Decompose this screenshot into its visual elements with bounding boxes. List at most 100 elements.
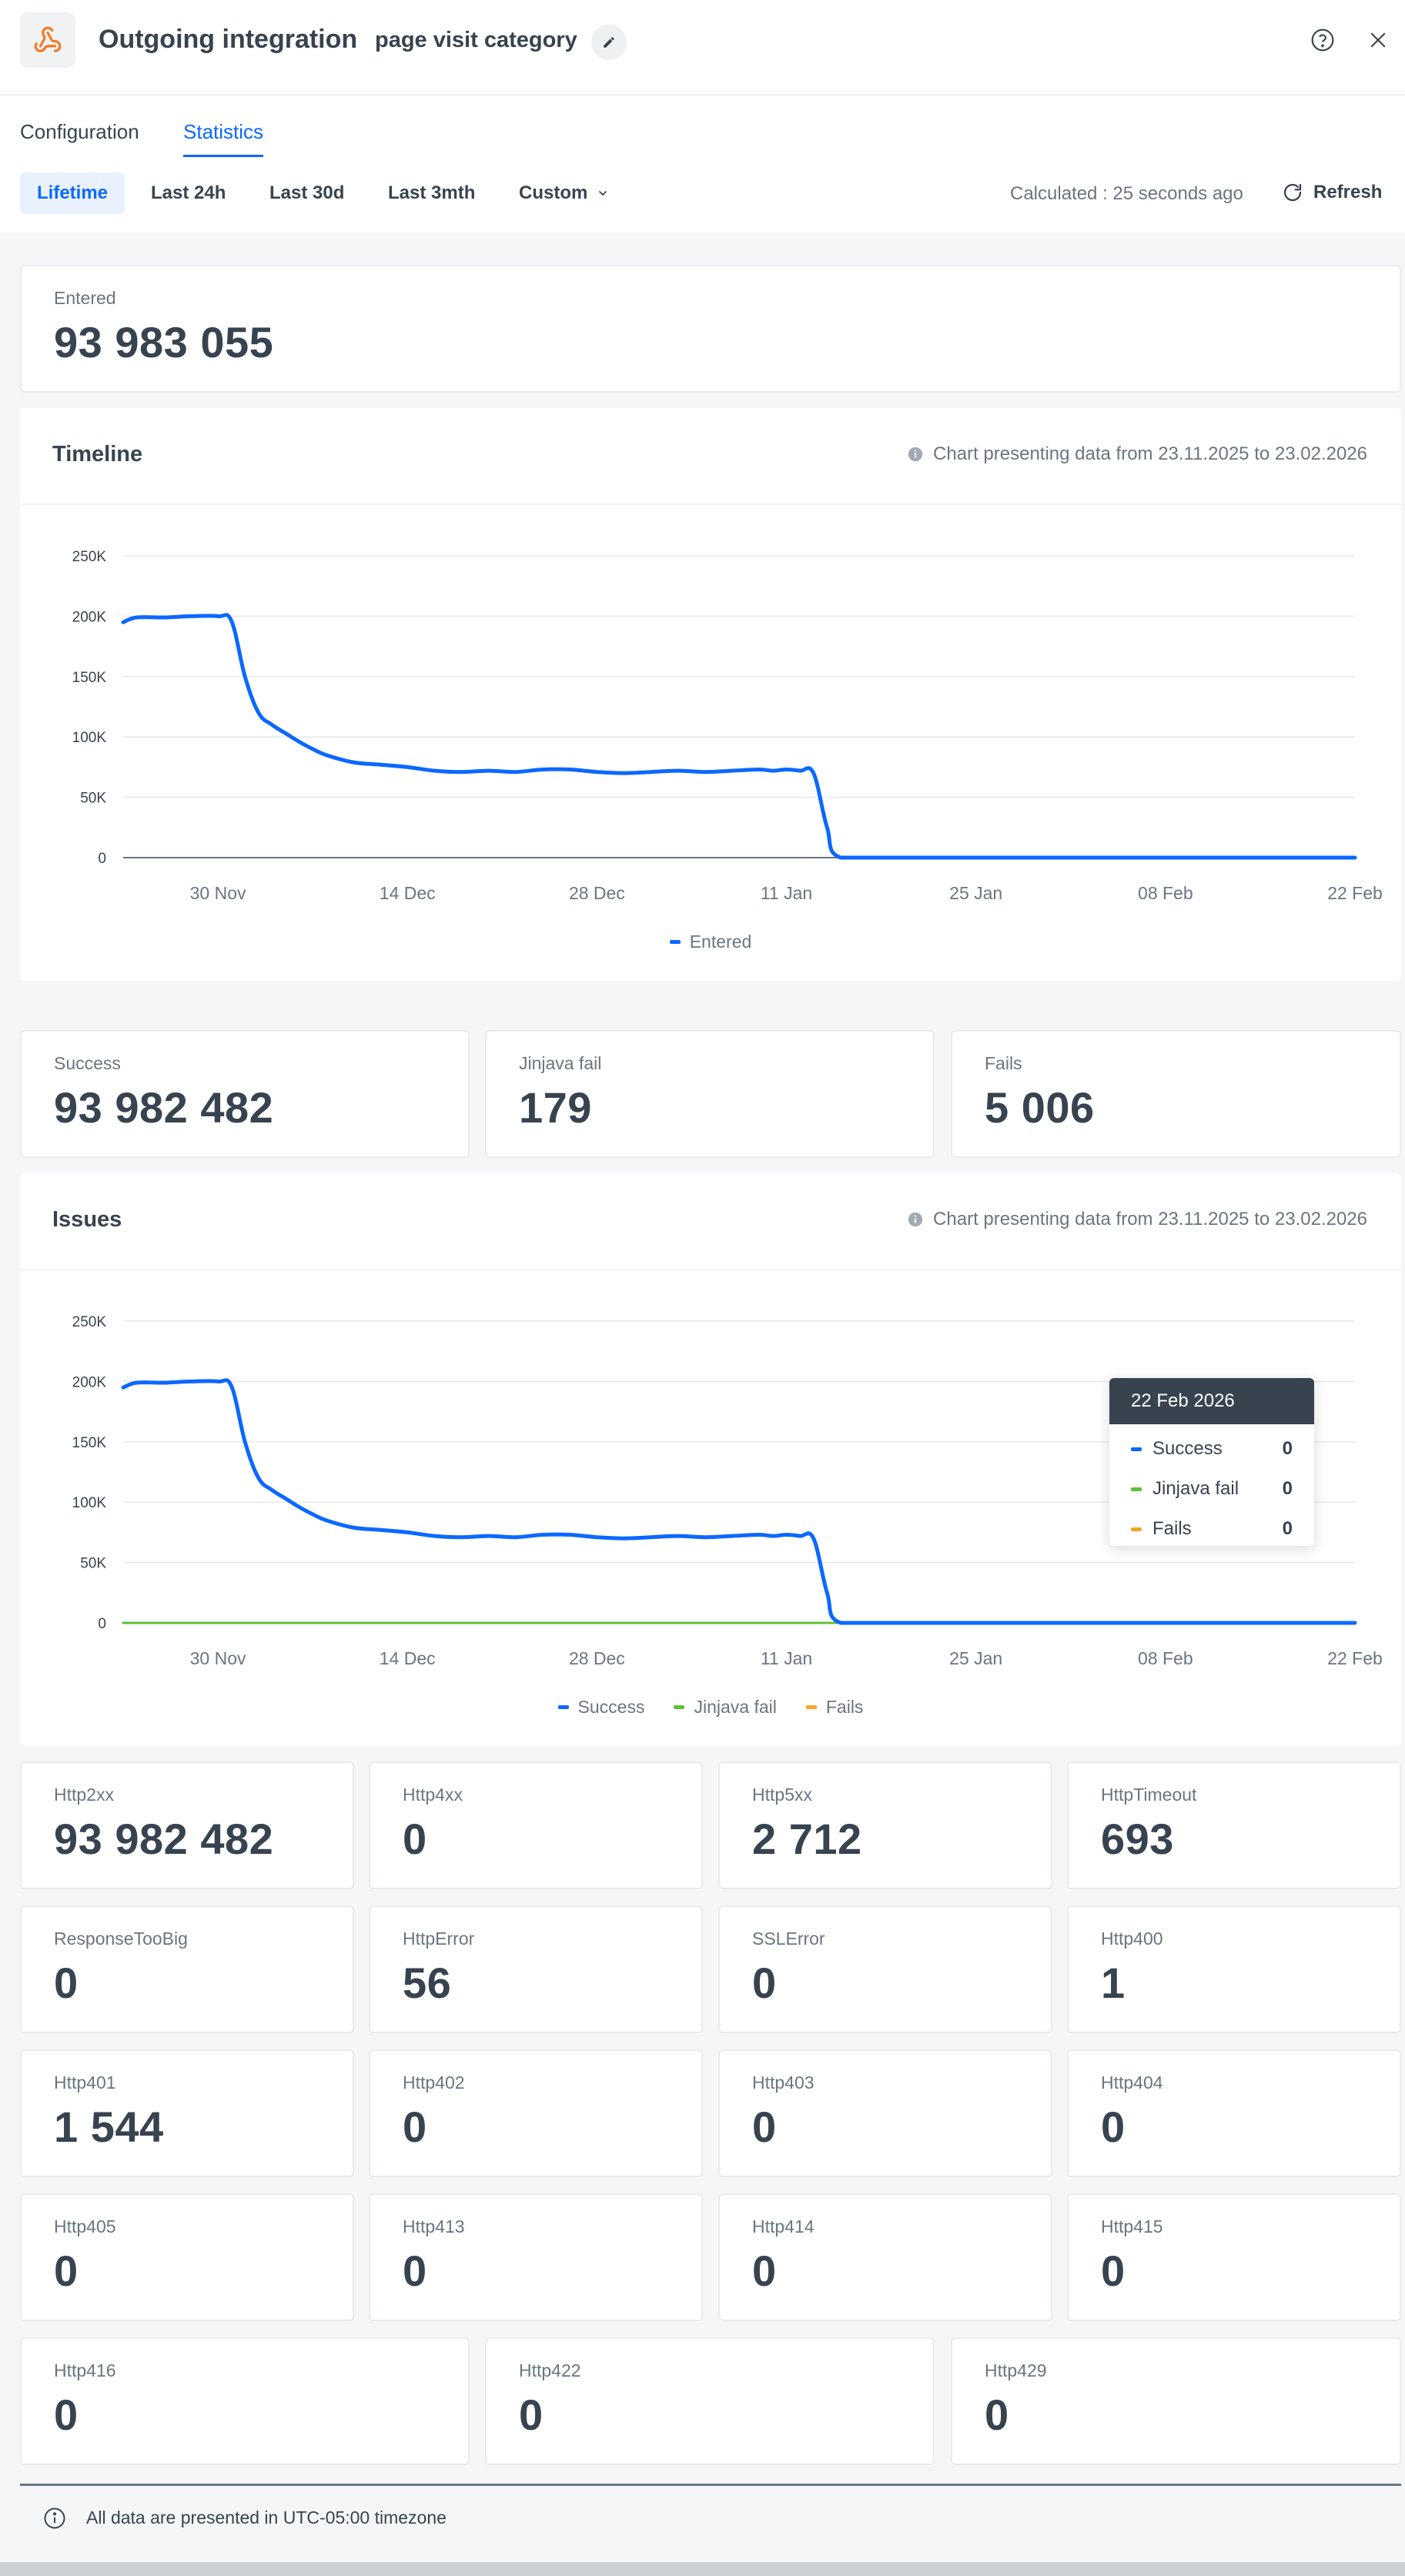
legend-entered[interactable]: Entered xyxy=(669,932,751,952)
stat-label: SSLError xyxy=(752,1929,825,1949)
y-tick-label: 50K xyxy=(80,1556,106,1572)
stat-card-http402: Http402 0 xyxy=(369,2049,703,2177)
legend-jinjava-fail[interactable]: Jinjava fail xyxy=(674,1697,777,1718)
issues-title: Issues xyxy=(52,1207,122,1232)
help-circle-icon xyxy=(1311,28,1334,52)
bottom-strip xyxy=(0,2562,1405,2576)
x-tick-label: 28 Dec xyxy=(569,883,625,903)
x-tick-label: 30 Nov xyxy=(190,883,246,903)
range-last-3mth[interactable]: Last 3mth xyxy=(388,182,476,203)
y-tick-label: 250K xyxy=(72,549,107,565)
range-last-24h[interactable]: Last 24h xyxy=(151,182,226,203)
timezone-text: All data are presented in UTC-05:00 time… xyxy=(86,2507,447,2527)
y-tick-label: 250K xyxy=(72,1314,107,1330)
legend-dash xyxy=(557,1705,569,1709)
stat-card-http400: Http400 1 xyxy=(1067,1905,1401,2033)
stat-label: HttpTimeout xyxy=(1101,1785,1197,1805)
timeline-info-text: Chart presenting data from 23.11.2025 to… xyxy=(933,443,1367,464)
stat-value: 93 982 482 xyxy=(54,1815,274,1863)
entered-value: 93 983 055 xyxy=(54,318,274,366)
range-last-30d[interactable]: Last 30d xyxy=(269,182,345,203)
legend-dash xyxy=(674,1705,685,1709)
stat-card-sslerror: SSLError 0 xyxy=(718,1905,1052,2033)
timeline-info: Chart presenting data from 23.11.2025 to… xyxy=(907,443,1367,465)
legend-fails[interactable]: Fails xyxy=(805,1697,864,1718)
stat-label: Http5xx xyxy=(752,1785,812,1805)
success-value: 93 982 482 xyxy=(54,1083,274,1132)
jinjava-fail-card: Jinjava fail 179 xyxy=(485,1030,935,1158)
tooltip-name: Success xyxy=(1152,1438,1223,1459)
x-tick-label: 25 Jan xyxy=(949,883,1002,903)
legend-label: Jinjava fail xyxy=(694,1697,777,1717)
x-tick-label: 11 Jan xyxy=(761,1648,812,1668)
y-tick-label: 100K xyxy=(72,1495,107,1511)
stat-value: 1 544 xyxy=(54,2103,164,2151)
y-tick-label: 150K xyxy=(72,1435,107,1451)
timeline-plot: 0 50K 100K 150K 200K 250K 30 Nov 14 Dec 28 Dec 11… xyxy=(72,549,1383,903)
x-tick-label: 11 Jan xyxy=(761,883,812,903)
entered-card: Entered 93 983 055 xyxy=(20,265,1401,393)
series-line-success xyxy=(121,1378,1357,1625)
stat-value: 0 xyxy=(985,2390,1009,2439)
success-card: Success 93 982 482 xyxy=(20,1030,470,1158)
stat-label: Http429 xyxy=(985,2360,1047,2380)
x-tick-label: 08 Feb xyxy=(1138,883,1193,903)
tab-configuration[interactable]: Configuration xyxy=(20,120,139,143)
integration-name: page visit category xyxy=(375,28,577,52)
stat-card-http416: Http416 0 xyxy=(20,2337,470,2465)
y-tick-label: 0 xyxy=(98,1616,106,1632)
tab-statistics[interactable]: Statistics xyxy=(183,120,264,157)
range-custom[interactable]: Custom xyxy=(502,172,626,214)
y-tick-label: 200K xyxy=(72,609,107,625)
refresh-button[interactable]: Refresh xyxy=(1281,177,1382,208)
stat-card-http429: Http429 0 xyxy=(951,2337,1401,2465)
issues-info: Chart presenting data from 23.11.2025 to… xyxy=(907,1209,1367,1230)
stat-card-http5xx: Http5xx 2 712 xyxy=(718,1761,1052,1889)
tooltip-date: 22 Feb 2026 xyxy=(1109,1378,1314,1424)
stat-label: Http402 xyxy=(403,2073,465,2093)
issues-plot: 0 50K 100K 150K 200K 250K 30 Nov 14 Dec 28 Dec 11… xyxy=(72,1314,1383,1668)
stat-value: 0 xyxy=(752,1959,777,2007)
range-lifetime[interactable]: Lifetime xyxy=(20,172,125,214)
stat-value: 0 xyxy=(403,2246,427,2295)
y-tick-label: 0 xyxy=(98,851,106,867)
stat-label: Http405 xyxy=(54,2216,116,2236)
stat-card-httptimeout: HttpTimeout 693 xyxy=(1067,1761,1401,1889)
x-tick-label: 30 Nov xyxy=(190,1648,246,1668)
stat-card-http2xx: Http2xx 93 982 482 xyxy=(20,1761,354,1889)
stat-value: 693 xyxy=(1101,1815,1174,1863)
close-icon xyxy=(1370,32,1386,48)
x-tick-label: 22 Feb xyxy=(1327,1648,1383,1668)
issues-legend: Success Jinjava fail Fails xyxy=(20,1697,1401,1718)
stat-card-http413: Http413 0 xyxy=(369,2193,703,2321)
legend-dash xyxy=(1131,1447,1142,1451)
stat-card-http415: Http415 0 xyxy=(1067,2193,1401,2321)
jinjava-fail-label: Jinjava fail xyxy=(519,1053,602,1073)
entered-label: Entered xyxy=(54,288,116,308)
tooltip-value: 0 xyxy=(1282,1478,1293,1499)
legend-success[interactable]: Success xyxy=(557,1697,644,1718)
stat-label: Http414 xyxy=(752,2216,815,2236)
stat-value: 0 xyxy=(54,2246,79,2295)
stat-value: 0 xyxy=(54,1959,79,2007)
y-tick-label: 100K xyxy=(72,730,107,746)
calculated-time: Calculated : 25 seconds ago xyxy=(1010,183,1243,204)
legend-label: Fails xyxy=(825,1697,864,1717)
close-button[interactable] xyxy=(1363,25,1393,55)
issues-info-text: Chart presenting data from 23.11.2025 to… xyxy=(933,1209,1367,1229)
timeline-chart-card: Timeline Chart presenting data from 23.1… xyxy=(20,408,1401,981)
tabs-area: Configuration Statistics Lifetime Last 2… xyxy=(0,95,1405,233)
stat-card-responsetoobig: ResponseTooBig 0 xyxy=(20,1905,354,2033)
tooltip-value: 0 xyxy=(1282,1518,1293,1539)
timezone-footer: All data are presented in UTC-05:00 time… xyxy=(20,2484,1401,2550)
stat-label: Http415 xyxy=(1101,2216,1163,2236)
fails-card: Fails 5 006 xyxy=(951,1030,1401,1158)
stat-label: Http401 xyxy=(54,2073,116,2093)
tooltip-row-fails: Fails 0 xyxy=(1109,1509,1314,1546)
stat-value: 0 xyxy=(403,2103,427,2151)
info-icon xyxy=(908,1212,923,1227)
help-button[interactable] xyxy=(1307,25,1338,55)
edit-name-button[interactable] xyxy=(591,25,627,60)
stat-label: Http4xx xyxy=(403,1785,463,1805)
refresh-icon xyxy=(1283,183,1302,202)
